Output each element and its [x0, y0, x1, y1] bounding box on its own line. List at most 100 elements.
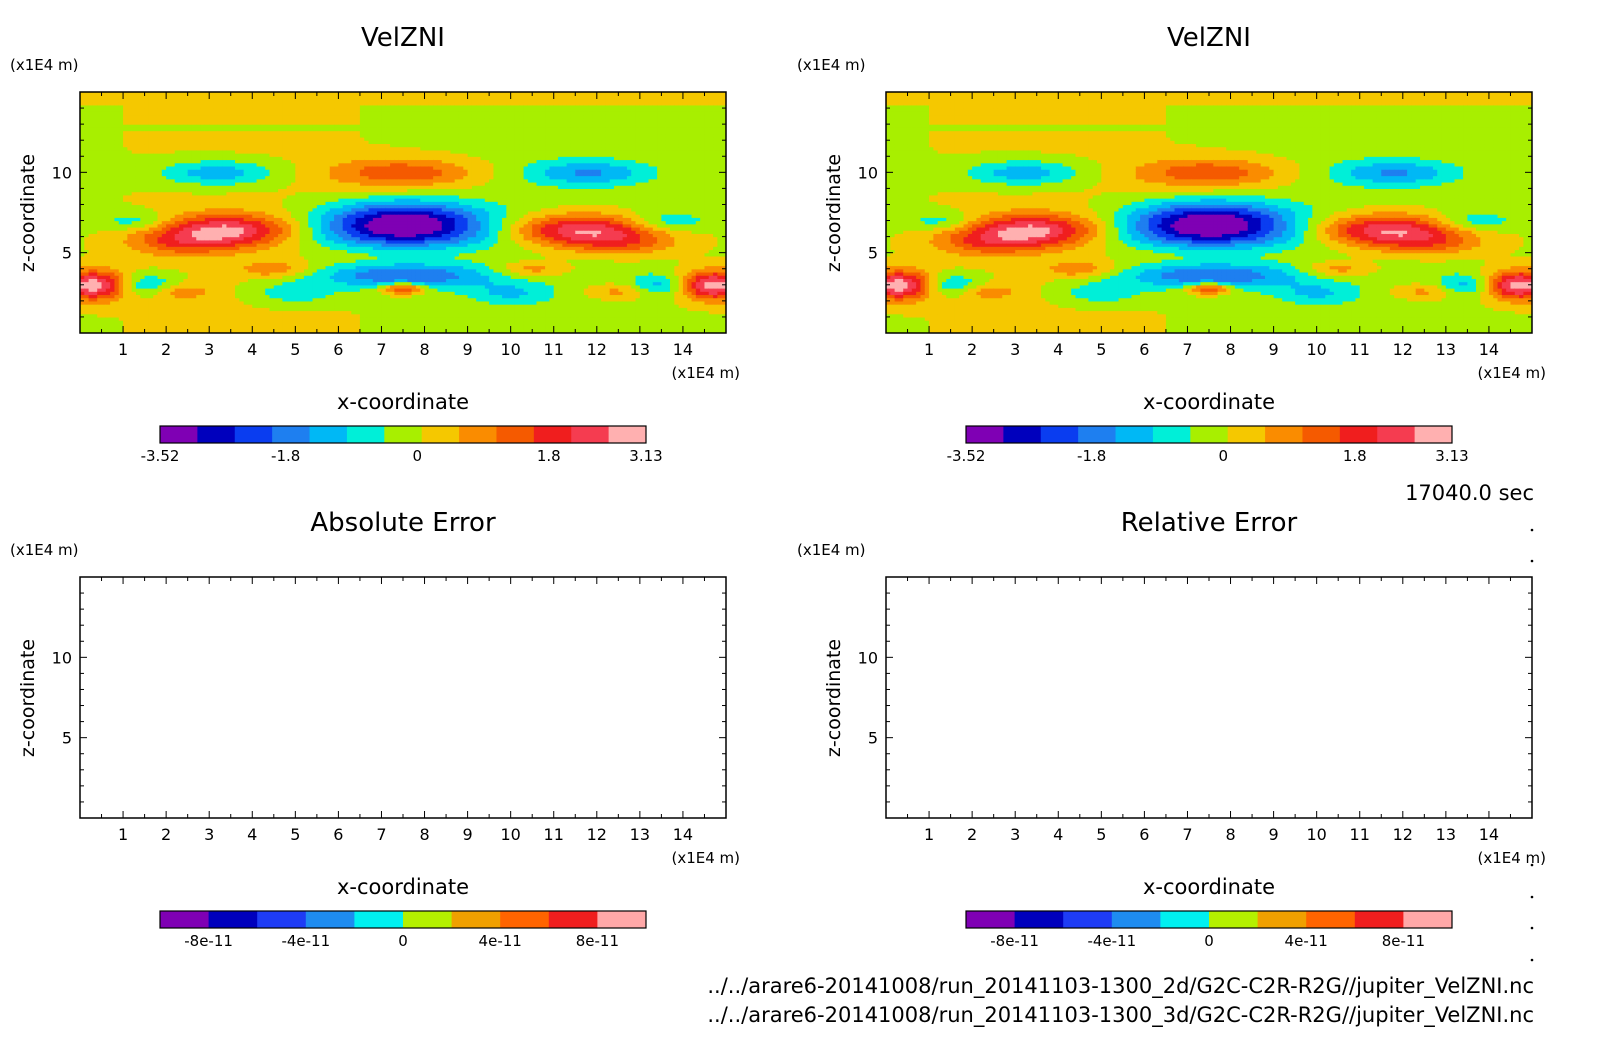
field-cell: [174, 323, 180, 328]
field-cell: [157, 169, 163, 173]
field-cell: [243, 149, 249, 154]
field-cell: [88, 153, 94, 157]
field-cell: [217, 159, 223, 164]
field-cell: [286, 108, 292, 112]
field-cell: [174, 262, 180, 267]
field-cell: [247, 259, 253, 263]
field-cell: [183, 329, 189, 333]
field-cell: [140, 133, 146, 138]
field-cell: [265, 220, 271, 225]
field-cell: [183, 246, 189, 251]
field-cell: [260, 262, 266, 267]
field-cell: [213, 194, 219, 199]
x-axis-label: x-coordinate: [1143, 390, 1275, 414]
field-cell: [148, 165, 154, 170]
field-cell: [291, 288, 296, 292]
field-cell: [97, 101, 103, 106]
y-unit-label: (x1E4 m): [10, 541, 79, 559]
field-cell: [278, 156, 284, 161]
field-cell: [123, 230, 128, 234]
field-cell: [299, 191, 305, 196]
field-cell: [187, 98, 193, 103]
field-cell: [325, 188, 331, 193]
field-cell: [153, 326, 159, 331]
field-cell: [204, 262, 210, 267]
field-cell: [153, 146, 159, 151]
field-cell: [166, 181, 172, 186]
field-cell: [183, 146, 189, 151]
field-cell: [80, 185, 85, 189]
field-cell: [140, 165, 146, 170]
field-cell: [131, 165, 137, 170]
field-cell: [334, 207, 339, 212]
field-cell: [161, 175, 167, 180]
field-cell: [97, 281, 103, 286]
field-cell: [222, 146, 228, 151]
field-cell: [247, 320, 253, 324]
field-cell: [135, 252, 141, 257]
field-cell: [135, 178, 141, 183]
field-cell: [153, 233, 159, 238]
field-cell: [278, 316, 284, 321]
field-cell: [235, 198, 240, 202]
field-cell: [148, 291, 154, 296]
field-cell: [84, 310, 90, 315]
field-cell: [135, 278, 141, 283]
field-cell: [144, 92, 150, 96]
field-cell: [342, 323, 348, 328]
field-cell: [161, 297, 167, 302]
field-cell: [325, 217, 331, 222]
field-cell: [88, 226, 94, 231]
field-cell: [338, 288, 344, 292]
field-cell: [329, 268, 335, 273]
field-cell: [325, 207, 331, 212]
field-cell: [161, 181, 167, 186]
field-cell: [286, 143, 292, 148]
field-cell: [303, 236, 309, 241]
field-cell: [295, 178, 301, 183]
field-cell: [200, 291, 206, 296]
field-cell: [187, 230, 193, 234]
field-cell: [269, 108, 275, 112]
field-cell: [153, 217, 159, 222]
field-cell: [166, 326, 172, 331]
field-cell: [114, 201, 120, 206]
field-cell: [135, 130, 141, 135]
field-cell: [295, 300, 301, 305]
field-cell: [265, 201, 271, 206]
field-cell: [247, 252, 253, 257]
field-cell: [265, 172, 271, 177]
field-cell: [191, 326, 197, 331]
field-cell: [148, 259, 154, 263]
field-cell: [196, 243, 202, 247]
field-cell: [84, 204, 90, 209]
field-cell: [118, 239, 124, 244]
field-cell: [295, 236, 301, 241]
field-cell: [230, 313, 236, 318]
field-cell: [299, 188, 305, 193]
field-cell: [196, 323, 202, 328]
field-cell: [235, 265, 240, 270]
field-cell: [256, 133, 262, 138]
field-cell: [222, 127, 228, 132]
field-cell: [316, 188, 322, 193]
field-cell: [303, 210, 309, 215]
field-cell: [161, 217, 167, 222]
field-cell: [278, 92, 284, 96]
field-cell: [334, 178, 339, 183]
field-cell: [252, 207, 258, 212]
field-cell: [329, 181, 335, 186]
field-cell: [299, 136, 305, 141]
field-cell: [144, 143, 150, 148]
field-cell: [174, 255, 180, 260]
field-cell: [166, 310, 172, 315]
field-cell: [204, 169, 210, 173]
field-cell: [174, 230, 180, 234]
field-cell: [131, 249, 137, 254]
field-cell: [153, 307, 159, 312]
field-cell: [247, 223, 253, 228]
field-cell: [286, 165, 292, 170]
field-cell: [273, 310, 279, 315]
field-cell: [329, 98, 335, 103]
field-cell: [88, 265, 94, 270]
